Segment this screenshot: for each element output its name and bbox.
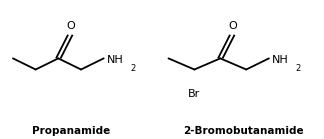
Text: 2: 2 [130,64,135,73]
Text: NH: NH [272,55,289,65]
Text: Propanamide: Propanamide [32,126,110,136]
Text: O: O [66,21,75,31]
Text: 2: 2 [295,64,301,73]
Text: O: O [228,21,237,31]
Text: 2-Bromobutanamide: 2-Bromobutanamide [183,126,303,136]
Text: Br: Br [188,89,200,99]
Text: NH: NH [107,55,124,65]
